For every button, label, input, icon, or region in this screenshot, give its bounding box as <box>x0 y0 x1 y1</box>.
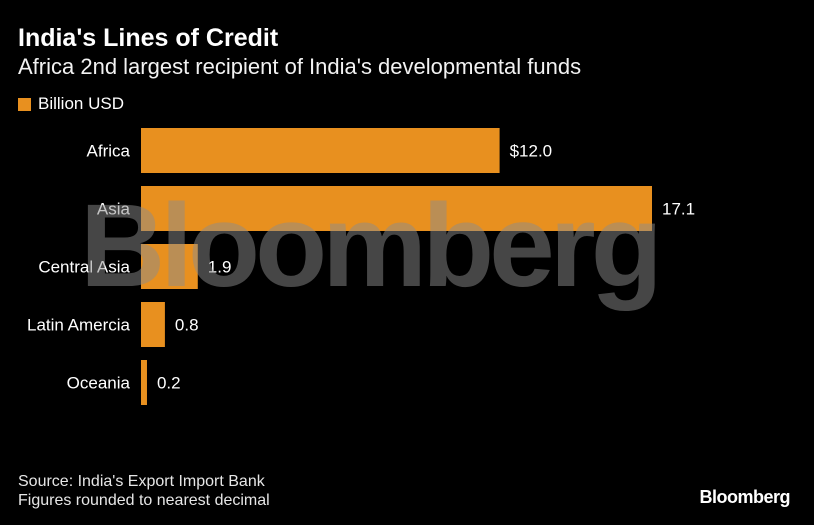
bar-chart: Africa $12.0 Asia 17.1 Central Asia 1.9 Latin … <box>27 128 695 405</box>
category-label: Oceania <box>67 374 131 393</box>
legend-label: Billion USD <box>38 94 124 113</box>
bar <box>141 244 198 289</box>
brand-logo: Bloomberg <box>699 487 790 507</box>
chart-title: India's Lines of Credit <box>18 24 279 52</box>
legend: Billion USD <box>18 94 124 114</box>
chart-subtitle: Africa 2nd largest recipient of India's … <box>18 54 582 79</box>
bar <box>141 128 500 173</box>
category-label: Asia <box>97 200 131 219</box>
bar-value-label: 0.8 <box>175 316 199 335</box>
category-label: Central Asia <box>38 258 130 277</box>
bar <box>141 360 147 405</box>
bar-value-label: 1.9 <box>208 258 232 277</box>
rounding-note: Figures rounded to nearest decimal <box>18 492 270 509</box>
bar-value-label: 0.2 <box>157 374 181 393</box>
bar-value-label: $12.0 <box>510 142 553 161</box>
category-label: Latin Amercia <box>27 316 131 335</box>
bar <box>141 186 652 231</box>
legend-swatch <box>18 97 31 111</box>
bar <box>141 302 165 347</box>
source-note: Source: India's Export Import Bank <box>18 473 265 490</box>
category-label: Africa <box>87 142 131 161</box>
bar-value-label: 17.1 <box>662 200 695 219</box>
